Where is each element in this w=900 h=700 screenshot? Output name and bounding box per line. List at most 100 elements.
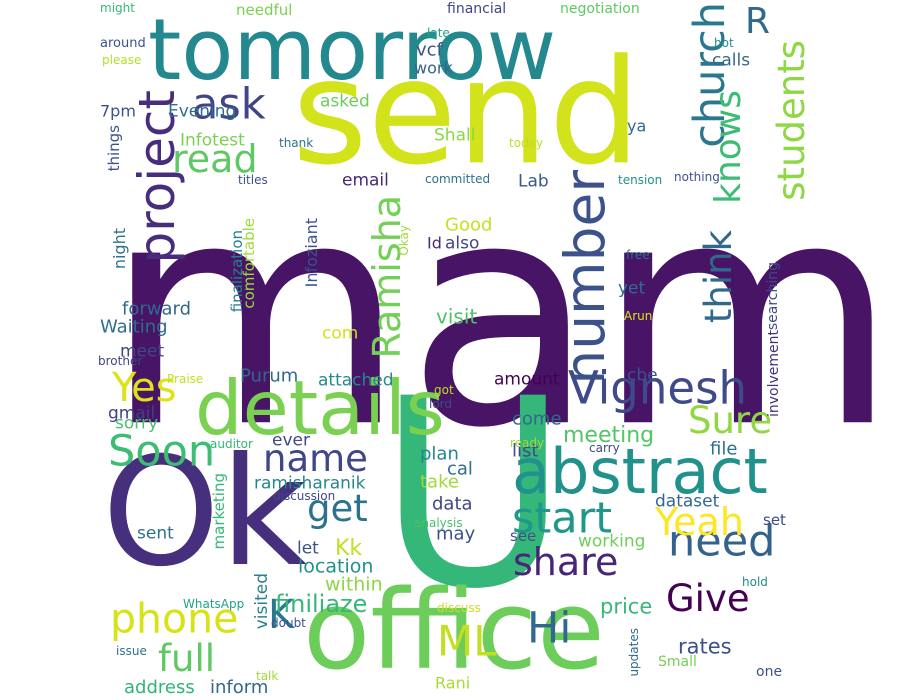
word-ask: ask bbox=[192, 80, 266, 130]
word-file: file bbox=[710, 439, 737, 460]
word-abstract: abstract bbox=[512, 435, 768, 508]
word-finiliaze: finiliaze bbox=[275, 590, 367, 618]
word-nothing: nothing bbox=[674, 170, 720, 184]
word-let: let bbox=[297, 539, 319, 559]
word-church: church bbox=[685, 2, 735, 148]
word-vcf: vcf bbox=[416, 40, 444, 61]
word-k: K bbox=[268, 592, 296, 638]
word-arun: Arun bbox=[624, 309, 652, 323]
word-sure: Sure bbox=[688, 399, 772, 442]
word-discuss: discuss bbox=[437, 601, 481, 615]
word-vignesh: Vignesh bbox=[568, 361, 747, 414]
word-location: location bbox=[298, 555, 373, 577]
word-infotest: Infotest bbox=[180, 131, 245, 151]
word-see: see bbox=[510, 527, 536, 545]
word-free: free bbox=[626, 248, 650, 262]
word-kk: Kk bbox=[335, 536, 362, 561]
word-rani: Rani bbox=[435, 674, 470, 693]
word-comfortable: comfortable bbox=[240, 218, 258, 309]
word-address: address bbox=[124, 677, 195, 698]
word-marketing: marketing bbox=[210, 473, 228, 549]
word-ya: ya bbox=[627, 117, 646, 136]
word-com: com bbox=[322, 324, 358, 344]
word-list: list bbox=[512, 441, 538, 462]
word-students: students bbox=[770, 40, 813, 201]
word-dataset: dataset bbox=[655, 492, 720, 512]
word-issue: issue bbox=[116, 644, 147, 658]
word-ramisharanik: ramisharanik bbox=[254, 474, 366, 494]
word-needful: needful bbox=[236, 1, 292, 19]
word-ready: ready bbox=[510, 436, 544, 450]
word-ml: ML bbox=[437, 617, 497, 666]
word-ramisha: Ramisha bbox=[365, 195, 409, 359]
word-discussion: discussion bbox=[273, 489, 335, 503]
word-inform: inform bbox=[210, 677, 268, 698]
word-amount: amount bbox=[494, 370, 560, 390]
word-details: details bbox=[195, 364, 445, 452]
word-one: one bbox=[756, 664, 782, 680]
word-read: read bbox=[172, 137, 258, 181]
word-purum: Purum bbox=[240, 366, 298, 387]
word-hold: hold bbox=[742, 575, 768, 589]
word-yes: Yes bbox=[111, 365, 177, 411]
word-things: things bbox=[105, 125, 123, 172]
word-office: office bbox=[303, 566, 605, 694]
word-involvement: involvement bbox=[766, 329, 782, 417]
word-lab: Lab bbox=[518, 172, 549, 192]
word-price: price bbox=[600, 594, 652, 618]
word-also: also bbox=[445, 234, 479, 254]
word-set: set bbox=[763, 511, 786, 529]
word-today: today bbox=[509, 136, 543, 150]
word-get: get bbox=[307, 487, 368, 530]
word-praise: Praise bbox=[167, 372, 203, 386]
word-data: data bbox=[432, 494, 473, 515]
word-carry: carry bbox=[589, 441, 620, 455]
word-evening: Evening bbox=[168, 102, 236, 122]
word-number: number bbox=[553, 170, 617, 385]
word-hi: Hi bbox=[527, 604, 571, 654]
word-tension: tension bbox=[618, 173, 662, 187]
word-late: late bbox=[427, 26, 450, 40]
word-thank: thank bbox=[279, 136, 313, 150]
word-7pm: 7pm bbox=[100, 102, 136, 121]
word-working: working bbox=[578, 532, 645, 552]
word-doubt: doubt bbox=[271, 616, 306, 630]
word-cbe: cbe bbox=[627, 366, 658, 386]
word-gmail: gmail bbox=[108, 404, 155, 424]
word-calls: calls bbox=[712, 51, 750, 71]
word-give: Give bbox=[666, 577, 750, 620]
word-email: email bbox=[342, 171, 389, 191]
word-okay: Okay bbox=[397, 225, 411, 256]
word-visited: visited bbox=[252, 573, 272, 629]
word-think: think bbox=[697, 229, 740, 323]
word-hot: hot bbox=[714, 36, 734, 50]
word-finalization: finalization bbox=[228, 230, 246, 312]
word-tomorrow: tomorrow bbox=[148, 1, 556, 100]
word-yet: yet bbox=[618, 279, 646, 299]
word-small: Small bbox=[658, 654, 697, 670]
word-phone: phone bbox=[110, 595, 238, 643]
word-waiting: Waiting bbox=[100, 317, 168, 338]
word-got: got bbox=[434, 383, 454, 397]
word-soon: Soon bbox=[108, 427, 215, 477]
word-start: start bbox=[512, 494, 612, 544]
word-within: within bbox=[325, 573, 383, 595]
word-sent: sent bbox=[137, 524, 174, 544]
word-updates: updates bbox=[627, 628, 641, 677]
word-may: may bbox=[436, 524, 476, 545]
word-project: project bbox=[128, 90, 186, 264]
word-mam: mam bbox=[104, 135, 898, 496]
word-searching: searching bbox=[765, 262, 781, 330]
word-negotiation: negotiation bbox=[560, 1, 640, 17]
word-need: need bbox=[668, 517, 775, 567]
word-around: around bbox=[100, 36, 146, 51]
word-knows: knows bbox=[708, 90, 749, 204]
word-shall: Shall bbox=[434, 126, 475, 146]
word-cal: cal bbox=[447, 459, 473, 480]
word-lord: lord bbox=[429, 397, 452, 411]
word-meeting: meeting bbox=[563, 423, 654, 448]
word-ever: ever bbox=[272, 431, 310, 451]
word-take: take bbox=[420, 472, 459, 493]
